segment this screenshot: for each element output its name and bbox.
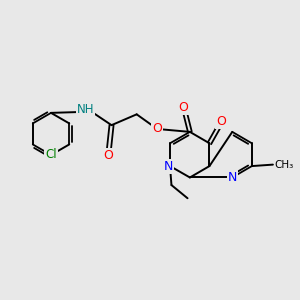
Text: O: O [152,122,162,136]
Text: Cl: Cl [45,148,57,161]
Text: N: N [164,160,173,172]
Text: O: O [178,101,188,114]
Text: N: N [228,171,237,184]
Text: NH: NH [76,103,94,116]
Text: CH₃: CH₃ [274,160,294,170]
Text: O: O [216,115,226,128]
Text: O: O [104,149,113,162]
